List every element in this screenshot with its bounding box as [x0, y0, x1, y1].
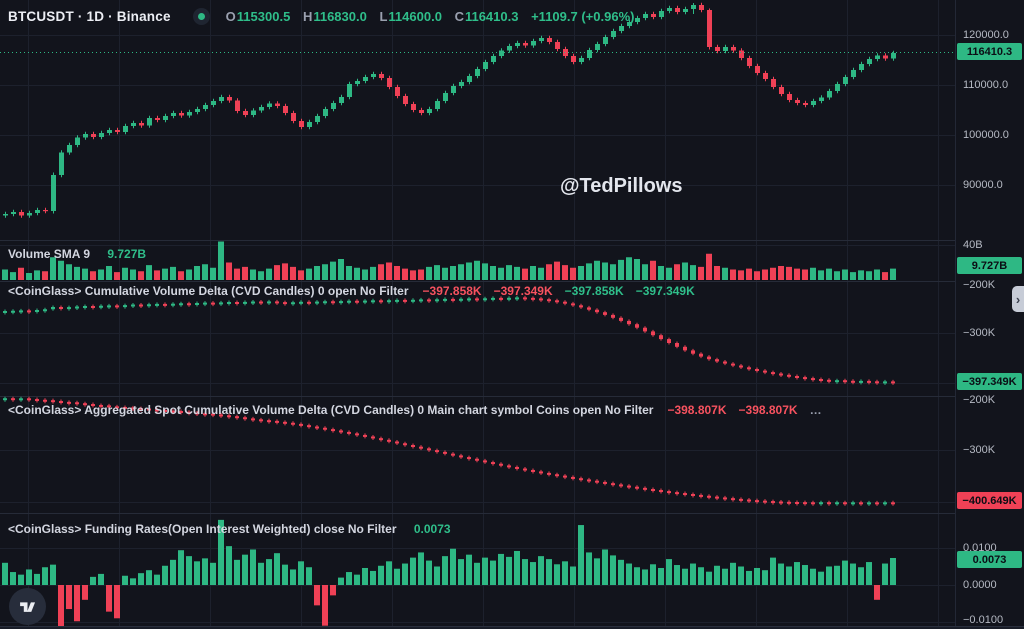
spot-cvd-legend-values: −398.807K −398.807K …	[653, 403, 821, 417]
high-label: H	[302, 9, 313, 24]
open-value: 115300.5	[236, 9, 291, 24]
time-axis-strip[interactable]	[0, 626, 1024, 629]
axis-tick: −200K	[963, 279, 996, 291]
last-value-badge: 116410.3	[957, 43, 1022, 60]
high-value: 116830.0	[313, 9, 367, 24]
open-label: O	[225, 9, 236, 24]
legend-value: −397.349K	[493, 284, 553, 298]
volume-bars	[2, 241, 896, 280]
panel-expand-button[interactable]: ›	[1012, 286, 1024, 312]
last-value-badge: 0.0073	[957, 551, 1022, 568]
low-label: L	[379, 9, 388, 24]
ohlc-values: O115300.5 H116830.0 L114600.0 C116410.3 …	[226, 9, 635, 24]
axis-tick: 110000.0	[963, 79, 1009, 91]
axis-tick: 40B	[963, 239, 983, 251]
axis-tick: 90000.0	[963, 179, 1003, 191]
market-status-icon	[192, 8, 210, 25]
price-candles	[3, 2, 896, 218]
funding-title[interactable]: <CoinGlass> Funding Rates(Open Interest …	[8, 522, 397, 536]
cvd-legend[interactable]: <CoinGlass> Cumulative Volume Delta (CVD…	[8, 284, 695, 299]
spot-cvd-candles	[3, 396, 895, 506]
cvd-legend-values: −397.858K −397.349K −397.858K −397.349K	[409, 284, 695, 298]
volume-sma-value: 9.727B	[107, 247, 147, 261]
grid-lines	[0, 0, 955, 627]
low-value: 114600.0	[388, 9, 442, 24]
chart-canvas[interactable]	[0, 0, 955, 627]
watermark: @TedPillows	[560, 175, 683, 197]
volume-legend[interactable]: Volume SMA 9 9.727B	[8, 247, 146, 262]
legend-ellipsis: …	[809, 403, 822, 417]
last-value-badge: 9.727B	[957, 257, 1022, 274]
cvd-title[interactable]: <CoinGlass> Cumulative Volume Delta (CVD…	[8, 284, 409, 298]
legend-value: −397.349K	[635, 284, 695, 298]
main-legend[interactable]: BTCUSDT · 1D · Binance O115300.5 H116830…	[8, 8, 634, 25]
change-value: +1109.7 (+0.96%)	[531, 9, 635, 24]
axis-tick: −0.0100	[963, 614, 1004, 626]
tradingview-logo-icon	[20, 602, 36, 612]
spot-cvd-legend[interactable]: <CoinGlass> Aggregated Spot Cumulative V…	[8, 403, 822, 418]
price-axis[interactable]: 120000.0 110000.0 100000.0 90000.0 40B −200K −…	[955, 0, 1024, 627]
close-label: C	[454, 9, 464, 24]
spot-cvd-title[interactable]: <CoinGlass> Aggregated Spot Cumulative V…	[8, 403, 654, 417]
legend-value: −397.858K	[422, 284, 482, 298]
last-value-badge: −400.649K	[957, 492, 1022, 509]
axis-tick: 100000.0	[963, 129, 1009, 141]
axis-tick: −300K	[963, 444, 996, 456]
funding-legend[interactable]: <CoinGlass> Funding Rates(Open Interest …	[8, 522, 451, 537]
volume-title[interactable]: Volume SMA 9	[8, 247, 91, 261]
axis-tick: −200K	[963, 394, 996, 406]
funding-value: 0.0073	[413, 522, 451, 536]
tradingview-logo[interactable]	[9, 588, 46, 625]
close-value: 116410.3	[464, 9, 519, 24]
last-value-badge: −397.349K	[957, 373, 1022, 390]
legend-value: −398.807K	[738, 403, 798, 417]
axis-tick: −300K	[963, 327, 996, 339]
symbol-title[interactable]: BTCUSDT · 1D · Binance	[8, 9, 171, 24]
axis-tick: 120000.0	[963, 29, 1009, 41]
legend-value: −398.807K	[667, 403, 727, 417]
axis-tick: 0.0000	[963, 579, 997, 591]
funding-bars	[2, 519, 896, 627]
legend-value: −397.858K	[564, 284, 624, 298]
cvd-candles	[3, 295, 895, 385]
